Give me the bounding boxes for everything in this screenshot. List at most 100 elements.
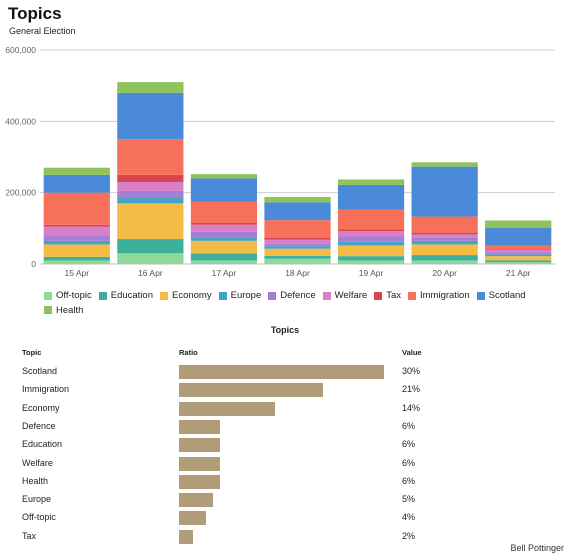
bar-segment <box>190 231 258 238</box>
legend-swatch <box>408 291 416 300</box>
legend-swatch <box>160 291 168 300</box>
row-topic: Education <box>22 439 63 450</box>
table-header-topic: Topic <box>22 348 42 357</box>
row-value: 2% <box>402 530 416 541</box>
legend-item: Scotland <box>476 289 526 302</box>
bar-segment <box>117 190 184 199</box>
bar-segment <box>411 166 478 217</box>
bar-segment <box>485 252 552 255</box>
bar-segment <box>43 235 110 241</box>
bar-segment <box>337 260 405 264</box>
x-tick-label: 15 Apr <box>64 268 89 278</box>
row-topic: Scotland <box>22 366 58 376</box>
ratio-bar <box>179 493 214 508</box>
table-row: Education 6% <box>0 436 570 454</box>
legend-swatch <box>374 291 383 300</box>
ratio-bar <box>179 511 207 526</box>
bar-segment <box>117 139 184 175</box>
ratio-bar <box>179 365 384 379</box>
row-value: 6% <box>402 420 416 431</box>
bar-segment <box>117 203 184 240</box>
bar-segment <box>337 245 405 257</box>
bar-segment <box>411 260 478 264</box>
bar-segment <box>411 244 478 256</box>
table-title: Topics <box>270 325 300 335</box>
bar-segment <box>190 237 258 241</box>
legend-label: Economy <box>172 290 212 301</box>
legend-item: Immigration <box>408 289 470 302</box>
bar-segment <box>117 198 184 204</box>
table-header-ratio: Ratio <box>179 348 198 357</box>
ratio-bar <box>179 529 193 544</box>
row-value: 6% <box>402 475 416 486</box>
bar-segment <box>411 216 478 233</box>
x-tick-label: 21 Apr <box>506 268 531 278</box>
row-topic: Tax <box>22 530 37 541</box>
bar-segment <box>117 92 184 140</box>
y-tick-label: 200,000 <box>5 188 36 198</box>
row-value: 6% <box>402 457 416 468</box>
bar-segment <box>337 241 405 246</box>
bar-segment <box>117 82 184 93</box>
bar-segment <box>190 260 258 264</box>
legend-label: Tax <box>386 290 401 301</box>
x-tick-label: 16 Apr <box>138 268 163 278</box>
row-value: 30% <box>402 366 421 376</box>
chart-title: Topics <box>8 4 62 23</box>
bar-segment <box>117 253 184 264</box>
table-row: Health 6% <box>0 473 570 491</box>
table-row: Immigration 21% <box>0 381 570 399</box>
row-topic: Off-topic <box>22 512 56 523</box>
table-row: Off-topic 4% <box>0 509 570 527</box>
row-topic: Welfare <box>22 457 53 468</box>
legend-swatch <box>476 291 485 300</box>
bar-segment <box>264 258 331 264</box>
legend-label: Off-topic <box>56 290 92 301</box>
row-topic: Economy <box>22 402 60 413</box>
bar-segment <box>264 237 331 240</box>
legend-item: Health <box>44 304 83 317</box>
table-row: Europe 5% <box>0 491 570 509</box>
bar-segment <box>264 243 331 247</box>
y-tick-label: 600,000 <box>5 45 36 55</box>
bar-segment <box>190 174 258 179</box>
row-topic: Health <box>22 475 49 486</box>
bar-segment <box>411 162 478 167</box>
bar-segment <box>43 192 110 225</box>
legend-item: Tax <box>374 289 401 302</box>
row-value: 4% <box>402 512 416 523</box>
legend-item: Education <box>98 289 153 302</box>
legend-label: Europe <box>230 290 262 301</box>
table-header-value: Value <box>402 348 422 357</box>
chart-subtitle: General Election <box>9 26 76 36</box>
bar-segment <box>337 231 405 237</box>
bar-segment <box>43 174 110 193</box>
legend-item: Economy <box>160 289 212 302</box>
bar-segment <box>485 249 552 253</box>
legend-label: Education <box>110 290 153 301</box>
credit-text: Bell Pottinger <box>510 543 564 553</box>
bar-segment <box>485 254 552 257</box>
bar-segment <box>264 220 331 238</box>
legend-item: Off-topic <box>44 289 92 302</box>
bar-segment <box>190 224 258 232</box>
legend-swatch <box>44 306 52 314</box>
bar-segment <box>264 239 331 244</box>
bar-segment <box>264 255 331 259</box>
stacked-bar-chart: 0 200,000 400,000 600,000 15 Apr 16 Apr 17 Apr… <box>5 45 555 278</box>
row-value: 6% <box>402 439 416 450</box>
legend-label: Defence <box>280 290 316 301</box>
table-row: Defence 6% <box>0 418 570 436</box>
ratio-bar <box>179 383 323 398</box>
bar-segment <box>337 179 405 185</box>
x-tick-label: 19 Apr <box>359 268 384 278</box>
bar-segment <box>411 240 478 245</box>
x-tick-label: 18 Apr <box>285 268 310 278</box>
ratio-bar <box>179 401 275 416</box>
bar-segment <box>43 244 110 257</box>
bar-segment <box>485 245 552 250</box>
table-row: Tax 2% <box>0 528 570 546</box>
chart-legend: Off-topic Education Economy Europe Defence We… <box>44 289 544 318</box>
legend-item: Welfare <box>322 289 367 302</box>
bar-segment <box>264 196 331 203</box>
